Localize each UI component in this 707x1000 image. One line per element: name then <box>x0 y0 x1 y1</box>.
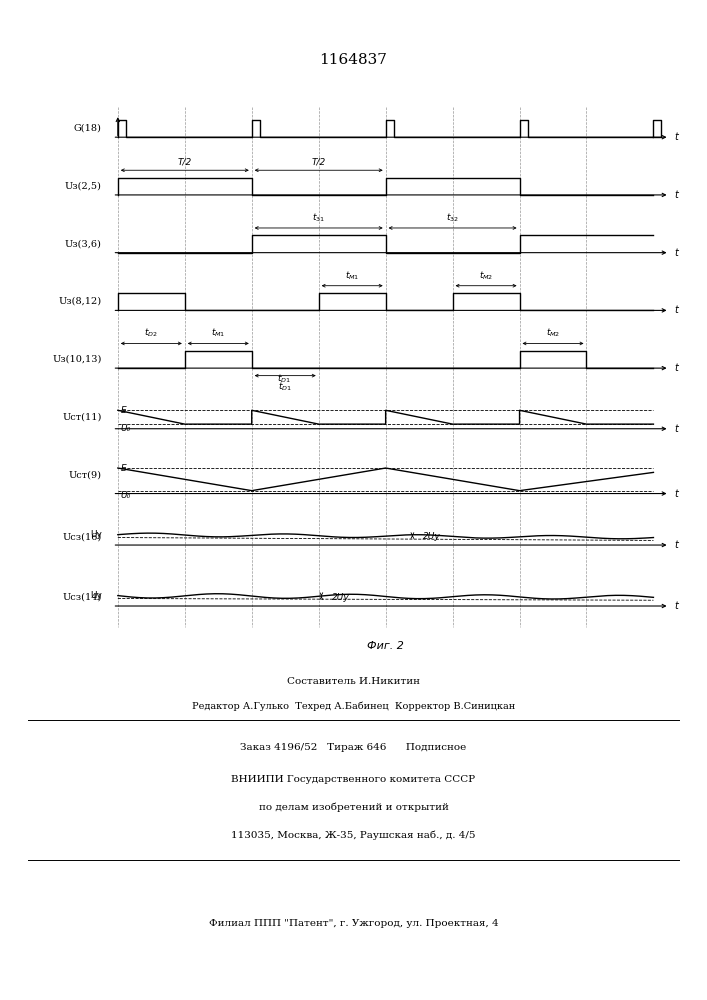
Text: U₀: U₀ <box>120 491 131 500</box>
Text: t: t <box>675 305 679 315</box>
Text: $t_{M1}$: $t_{M1}$ <box>211 327 226 339</box>
Text: Uу: Uу <box>90 591 102 600</box>
Text: Редактор А.Гулько  Техред А.Бабинец  Корректор В.Синицкан: Редактор А.Гулько Техред А.Бабинец Корре… <box>192 701 515 711</box>
Text: 2Uу: 2Uу <box>332 593 350 602</box>
Text: Uз(10,13): Uз(10,13) <box>52 355 102 364</box>
Text: $t_{D2}$: $t_{D2}$ <box>144 327 158 339</box>
Text: U₀: U₀ <box>120 424 131 433</box>
Text: 1164837: 1164837 <box>320 53 387 67</box>
Text: t: t <box>675 190 679 200</box>
Text: $t_{M2}$: $t_{M2}$ <box>546 327 560 339</box>
Text: t: t <box>675 248 679 258</box>
Text: Uсз(16): Uсз(16) <box>62 533 102 542</box>
Text: t: t <box>675 424 679 434</box>
Text: T/2: T/2 <box>312 157 326 166</box>
Text: t: t <box>675 540 679 550</box>
Text: t: t <box>675 601 679 611</box>
Text: $t_{31}$: $t_{31}$ <box>312 211 325 224</box>
Text: $t_{D1}$: $t_{D1}$ <box>277 373 291 385</box>
Text: Составитель И.Никитин: Составитель И.Никитин <box>287 677 420 686</box>
Text: t: t <box>675 132 679 142</box>
Text: 2Uу: 2Uу <box>423 532 441 541</box>
Text: Uз(3,6): Uз(3,6) <box>65 239 102 248</box>
Text: $t_{D1}$: $t_{D1}$ <box>279 380 292 393</box>
Text: $t_{32}$: $t_{32}$ <box>446 211 459 224</box>
Text: Uз(8,12): Uз(8,12) <box>59 297 102 306</box>
Text: 113035, Москва, Ж-35, Раушская наб., д. 4/5: 113035, Москва, Ж-35, Раушская наб., д. … <box>231 831 476 840</box>
Text: $t_{M1}$: $t_{M1}$ <box>345 269 359 282</box>
Text: t: t <box>675 489 679 499</box>
Text: Uст(11): Uст(11) <box>62 412 102 421</box>
Text: Филиал ППП "Патент", г. Ужгород, ул. Проектная, 4: Филиал ППП "Патент", г. Ужгород, ул. Про… <box>209 918 498 928</box>
Text: $t_{M2}$: $t_{M2}$ <box>479 269 493 282</box>
Text: ВНИИПИ Государственного комитета СССР: ВНИИПИ Государственного комитета СССР <box>231 775 476 784</box>
Text: T/2: T/2 <box>177 157 192 166</box>
Text: Uз(2,5): Uз(2,5) <box>65 181 102 190</box>
Text: Uсз(14): Uсз(14) <box>62 593 102 602</box>
Text: Фиг. 2: Фиг. 2 <box>367 641 404 651</box>
Text: Uу: Uу <box>90 530 102 539</box>
Text: Uст(9): Uст(9) <box>69 471 102 480</box>
Text: t: t <box>675 363 679 373</box>
Text: по делам изобретений и открытий: по делам изобретений и открытий <box>259 803 448 812</box>
Text: E: E <box>120 464 127 473</box>
Text: E: E <box>120 406 127 415</box>
Text: G(18): G(18) <box>74 124 102 133</box>
Text: Заказ 4196/52   Тираж 646      Подписное: Заказ 4196/52 Тираж 646 Подписное <box>240 744 467 752</box>
